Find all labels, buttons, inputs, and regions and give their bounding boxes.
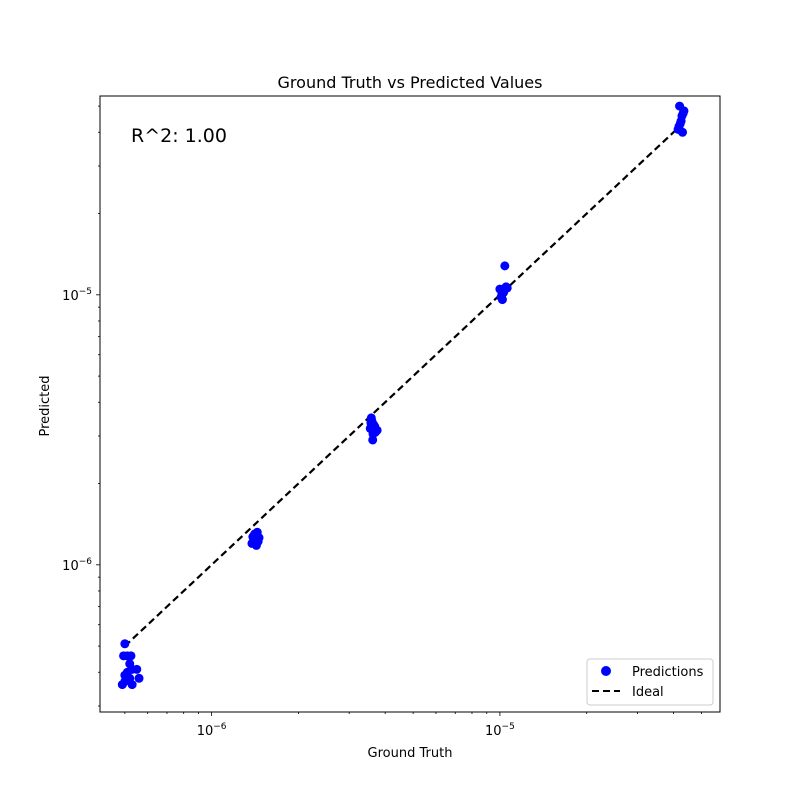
prediction-point xyxy=(674,122,684,132)
prediction-point xyxy=(120,639,130,649)
legend-predictions-label: Predictions xyxy=(632,665,704,680)
points-layer xyxy=(117,101,689,690)
x-tick-label: 10−6 xyxy=(197,722,227,739)
prediction-point xyxy=(126,651,136,661)
y-tick-label: 10−5 xyxy=(62,287,92,304)
legend-predictions-marker xyxy=(601,666,611,676)
prediction-point xyxy=(499,284,509,294)
r2-annotation: R^2: 1.00 xyxy=(131,125,227,147)
plot-frame xyxy=(99,95,721,713)
prediction-point xyxy=(127,680,137,690)
prediction-point xyxy=(368,429,378,439)
x-tick-label: 10−5 xyxy=(485,722,515,739)
prediction-point xyxy=(120,670,130,680)
legend: Predictions Ideal xyxy=(586,658,714,706)
ideal-line xyxy=(124,120,687,647)
prediction-point xyxy=(251,540,261,550)
ideal-layer xyxy=(124,120,687,647)
prediction-point xyxy=(366,418,376,428)
legend-ideal-label: Ideal xyxy=(632,685,664,700)
prediction-point xyxy=(134,673,144,683)
prediction-point xyxy=(248,532,258,542)
prediction-point xyxy=(119,651,129,661)
prediction-point xyxy=(678,108,688,118)
prediction-point xyxy=(500,261,510,271)
y-axis-label: Predicted xyxy=(38,375,53,436)
y-tick-label: 10−6 xyxy=(62,557,92,574)
chart-title: Ground Truth vs Predicted Values xyxy=(278,73,543,92)
prediction-point xyxy=(132,664,142,674)
x-axis-label: Ground Truth xyxy=(368,746,453,761)
prediction-point xyxy=(117,680,127,690)
legend-box xyxy=(586,658,714,706)
plot-area: 10−6 10−5 10−6 10−5 xyxy=(62,95,721,739)
